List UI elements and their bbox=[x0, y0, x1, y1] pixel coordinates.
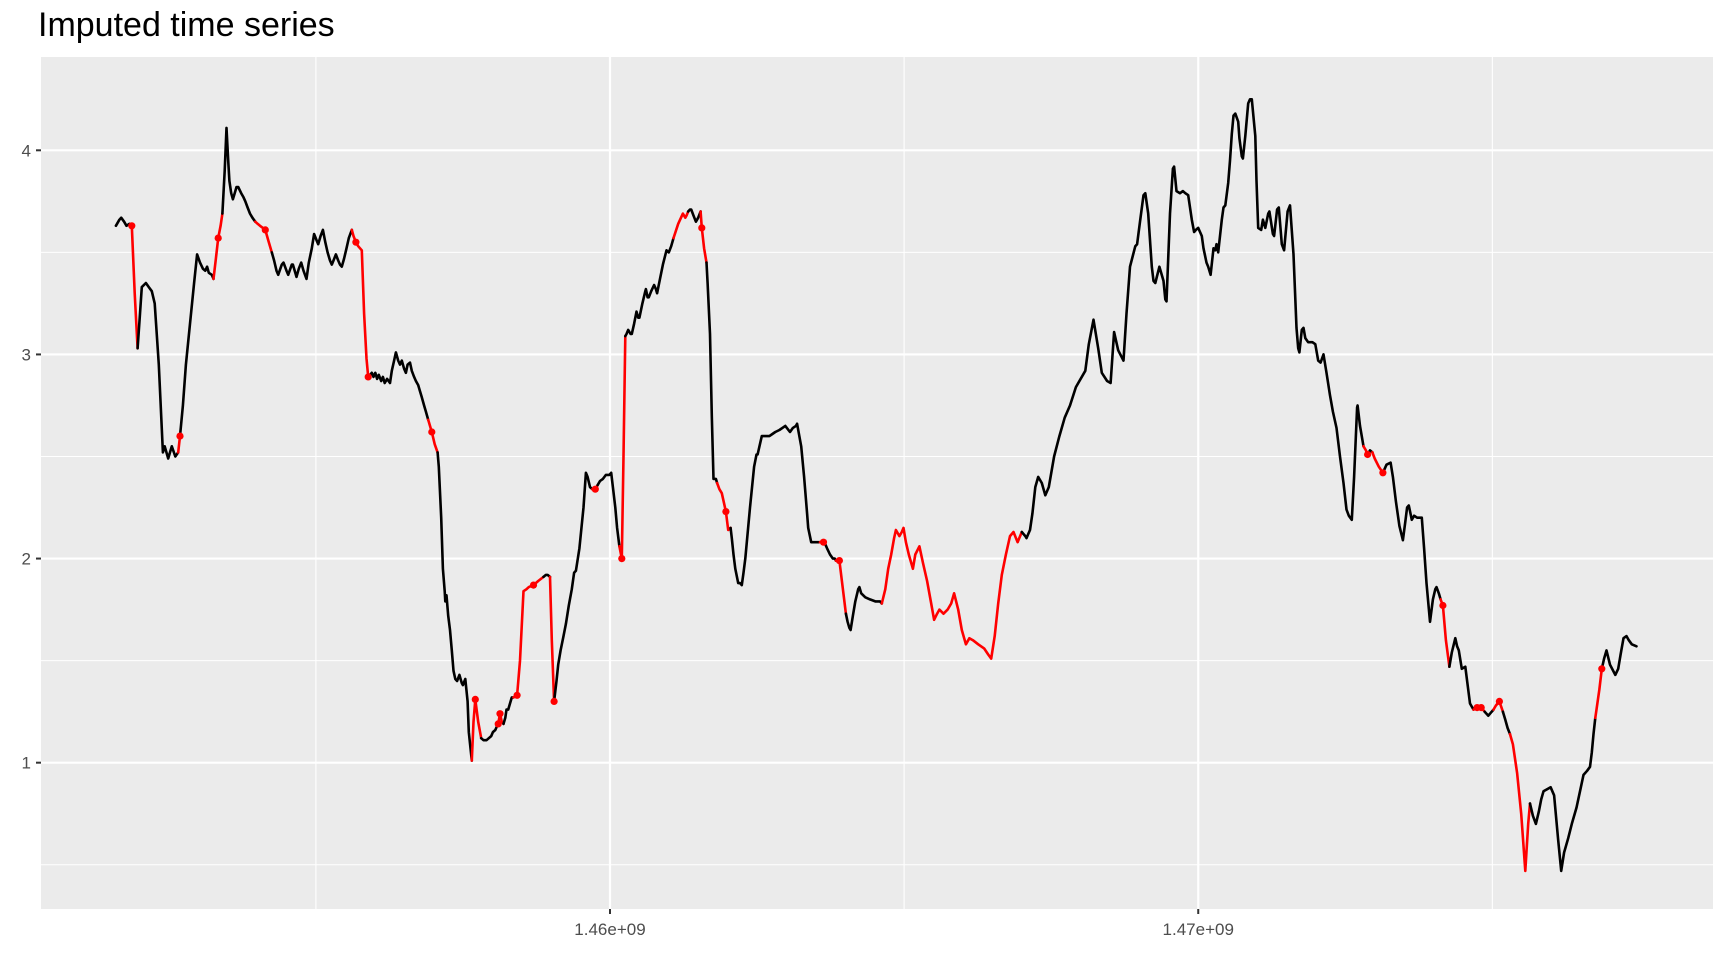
observed-line-segment bbox=[596, 471, 621, 548]
imputed-point bbox=[214, 234, 222, 242]
imputed-point bbox=[591, 485, 599, 493]
observed-line-segment bbox=[624, 236, 675, 338]
observed-line-segment bbox=[479, 724, 499, 742]
imputed-line-segment bbox=[715, 481, 732, 532]
observed-line-segment bbox=[136, 281, 180, 460]
imputed-line-segment bbox=[699, 210, 708, 264]
observed-line-segment bbox=[552, 471, 594, 703]
panel-background bbox=[41, 57, 1713, 909]
imputed-point bbox=[1379, 469, 1387, 477]
imputed-point bbox=[128, 222, 136, 230]
imputed-point bbox=[496, 710, 504, 718]
chart-title: Imputed time series bbox=[38, 6, 335, 44]
y-axis-tick-label: 3 bbox=[22, 345, 31, 364]
observed-line-segment bbox=[542, 573, 552, 579]
imputed-point bbox=[1495, 697, 1503, 706]
observed-line-segment bbox=[1448, 636, 1475, 711]
y-axis-tick-label: 1 bbox=[22, 754, 31, 773]
y-axis-tick-label: 2 bbox=[22, 550, 31, 569]
imputed-line-segment bbox=[350, 228, 370, 379]
imputed-line-segment bbox=[880, 526, 1024, 660]
series-line bbox=[114, 98, 1638, 873]
observed-line-segment bbox=[729, 422, 822, 587]
imputed-point bbox=[1364, 450, 1372, 459]
imputed-point bbox=[471, 695, 479, 704]
observed-line-segment bbox=[824, 543, 838, 562]
observed-line-segment bbox=[366, 351, 430, 422]
imputed-point bbox=[618, 555, 626, 563]
imputed-point bbox=[1477, 704, 1485, 712]
imputed-points bbox=[128, 222, 1606, 728]
observed-line-segment bbox=[270, 228, 354, 281]
observed-line-segment bbox=[1501, 710, 1512, 736]
imputed-point bbox=[550, 697, 558, 706]
x-axis-tick-label: 1.46e+09 bbox=[574, 920, 645, 939]
observed-line-segment bbox=[221, 126, 257, 223]
observed-line-segment bbox=[1381, 461, 1442, 624]
observed-line-segment bbox=[686, 208, 702, 223]
gridlines bbox=[41, 57, 1713, 909]
imputed-point bbox=[494, 720, 502, 728]
imputed-line-segment bbox=[1508, 732, 1532, 873]
imputed-point bbox=[529, 581, 538, 589]
axis-ticks bbox=[36, 149, 1200, 914]
imputed-line-segment bbox=[130, 224, 139, 350]
observed-line-segment bbox=[1020, 98, 1365, 540]
imputed-point bbox=[364, 373, 372, 381]
imputed-line-segment bbox=[426, 418, 439, 454]
imputed-point bbox=[722, 508, 730, 516]
observed-line-segment bbox=[502, 696, 515, 726]
observed-line-segment bbox=[178, 253, 215, 438]
y-axis-tick-label: 4 bbox=[22, 141, 31, 160]
imputed-line-segment bbox=[548, 575, 556, 703]
observed-line-segment bbox=[1528, 716, 1597, 873]
plot-panel bbox=[41, 57, 1713, 909]
observed-line-segment bbox=[1483, 708, 1495, 717]
axis-labels: 1 2 3 4 1.46e+09 1.47e+09 bbox=[22, 141, 1234, 939]
imputed-point bbox=[1439, 601, 1447, 610]
imputed-point bbox=[698, 224, 706, 232]
observed-line-segment bbox=[436, 451, 474, 762]
imputed-point bbox=[428, 428, 436, 436]
imputed-point bbox=[176, 432, 184, 440]
observed-line-segment bbox=[705, 261, 719, 485]
imputed-point bbox=[1598, 665, 1606, 673]
observed-line-segment bbox=[844, 585, 884, 632]
imputed-point bbox=[261, 226, 269, 234]
imputed-point bbox=[819, 538, 828, 546]
imputed-line-segment bbox=[1594, 667, 1604, 720]
imputed-point bbox=[513, 691, 521, 699]
imputed-point bbox=[352, 238, 360, 246]
imputed-line-segment bbox=[672, 210, 690, 240]
imputed-line-segment bbox=[618, 334, 627, 560]
x-axis-tick-label: 1.47e+09 bbox=[1163, 920, 1234, 939]
imputed-point bbox=[835, 557, 844, 565]
imputed-line-segment bbox=[512, 575, 545, 699]
imputed-line-segment bbox=[1371, 451, 1385, 475]
observed-line-segment bbox=[1600, 634, 1638, 677]
